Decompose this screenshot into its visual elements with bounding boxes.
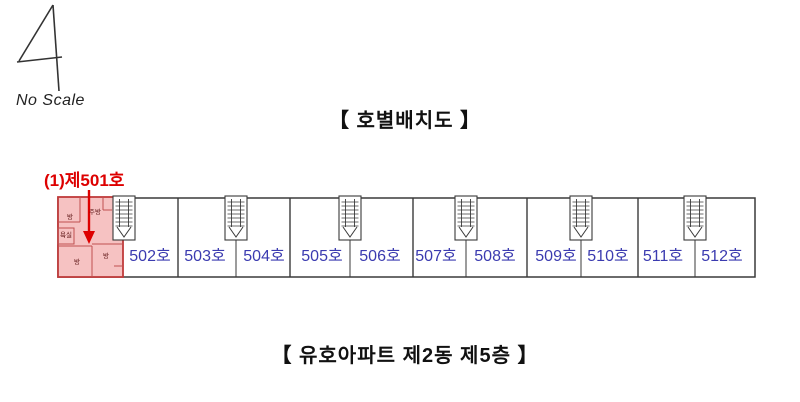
room-label-bang-top: 방 [67,213,73,221]
unit-label-510: 510호 [587,248,629,265]
unit-label-502: 502호 [129,248,171,265]
unit-label-507: 507호 [415,248,457,265]
unit-label-503: 503호 [184,248,226,265]
building-outline [57,197,756,278]
north-arrow-icon [16,4,63,92]
unit-label-508: 508호 [474,248,516,265]
unit-label-506: 506호 [359,248,401,265]
unit-label-511: 511호 [642,248,684,265]
room-label-bathroom: 욕실 [60,231,72,239]
highlight-arrow [83,190,95,244]
highlighted-unit-region [57,196,124,278]
no-scale-label: No Scale [16,92,85,109]
unit-label-504: 504호 [243,248,285,265]
diagram-title: 【 호별배치도 】 [328,110,482,132]
room-label-bang-bottom-left: 방 [74,258,80,266]
building-caption: 【 유호아파트 제2동 제5층 】 [271,345,539,367]
room-label-kitchen: 주방 [89,208,101,216]
unit-label-505: 505호 [301,248,343,265]
unit-label-509: 509호 [535,248,577,265]
unit-label-512: 512호 [701,248,743,265]
highlight-unit-label: (1)제501호 [44,171,125,190]
room-label-bang-bottom-right: 방 [103,252,109,260]
